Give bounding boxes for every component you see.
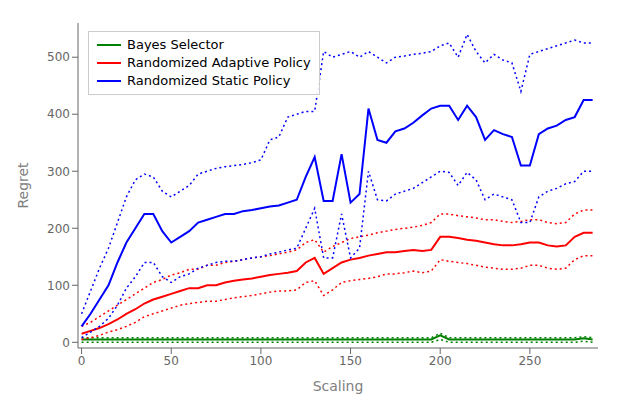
svg-text:500: 500 bbox=[47, 50, 70, 64]
svg-text:0: 0 bbox=[62, 336, 70, 350]
html-text:Randomized Static Policy: Randomized Static Policy bbox=[127, 73, 291, 88]
svg-text:Scaling: Scaling bbox=[313, 378, 364, 394]
svg-text:100: 100 bbox=[47, 279, 70, 293]
svg-text:300: 300 bbox=[47, 165, 70, 179]
svg-text:0: 0 bbox=[78, 354, 86, 368]
svg-text:100: 100 bbox=[249, 354, 272, 368]
svg-text:Regret: Regret bbox=[15, 162, 31, 209]
svg-text:400: 400 bbox=[47, 107, 70, 121]
html-text:Bayes Selector: Bayes Selector bbox=[127, 37, 224, 52]
svg-text:200: 200 bbox=[429, 354, 452, 368]
svg-text:50: 50 bbox=[164, 354, 179, 368]
svg-text:250: 250 bbox=[518, 354, 541, 368]
html-text:Randomized Adaptive Policy: Randomized Adaptive Policy bbox=[127, 55, 311, 70]
svg-text:150: 150 bbox=[339, 354, 362, 368]
svg-text:200: 200 bbox=[47, 222, 70, 236]
